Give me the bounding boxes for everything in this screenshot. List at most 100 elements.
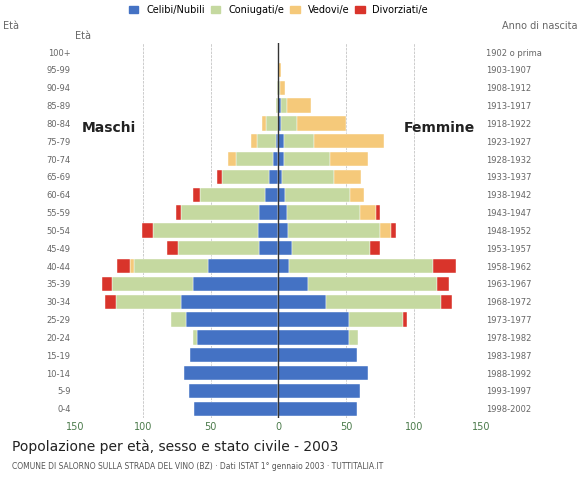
Bar	[193, 277, 278, 291]
Bar	[380, 223, 391, 238]
Bar	[262, 116, 266, 131]
Bar	[186, 312, 278, 327]
Legend: Celibi/Nubili, Coniugati/e, Vedovi/e, Divorziati/e: Celibi/Nubili, Coniugati/e, Vedovi/e, Di…	[129, 5, 428, 15]
Bar	[437, 277, 449, 291]
Bar	[278, 134, 284, 148]
Bar	[190, 348, 278, 362]
Bar	[350, 188, 364, 202]
Bar	[153, 223, 258, 238]
Bar	[278, 98, 281, 113]
Text: Popolazione per età, sesso e stato civile - 2003: Popolazione per età, sesso e stato civil…	[12, 439, 338, 454]
Bar	[229, 152, 237, 166]
Bar	[258, 223, 278, 238]
Bar	[287, 205, 360, 220]
Bar	[237, 152, 273, 166]
Bar	[278, 330, 349, 345]
Bar	[168, 241, 178, 255]
Bar	[259, 241, 278, 255]
Bar	[222, 170, 269, 184]
Bar	[176, 205, 181, 220]
Bar	[178, 241, 259, 255]
Bar	[278, 402, 357, 416]
Bar	[278, 384, 360, 398]
Bar	[433, 259, 456, 273]
Bar	[282, 170, 334, 184]
Bar	[277, 81, 278, 95]
Bar	[278, 366, 368, 380]
Bar	[326, 295, 441, 309]
Bar	[288, 223, 380, 238]
Bar	[193, 330, 197, 345]
Text: Età: Età	[3, 21, 19, 31]
Bar	[189, 384, 278, 398]
Bar	[266, 116, 278, 131]
Bar	[292, 241, 371, 255]
Text: Anno di nascita: Anno di nascita	[502, 21, 577, 31]
Bar	[371, 241, 380, 255]
Bar	[403, 312, 407, 327]
Bar	[284, 152, 330, 166]
Bar	[142, 223, 153, 238]
Bar	[112, 277, 193, 291]
Bar	[330, 152, 368, 166]
Bar	[181, 205, 259, 220]
Text: Maschi: Maschi	[82, 121, 136, 135]
Bar	[284, 134, 314, 148]
Bar	[349, 312, 403, 327]
Bar	[278, 188, 285, 202]
Bar	[278, 348, 357, 362]
Bar	[308, 277, 437, 291]
Bar	[259, 205, 278, 220]
Bar	[133, 259, 208, 273]
Bar	[278, 81, 280, 95]
Bar	[273, 152, 278, 166]
Bar	[376, 205, 380, 220]
Bar	[280, 81, 285, 95]
Bar	[278, 241, 292, 255]
Bar	[265, 188, 278, 202]
Bar	[129, 259, 133, 273]
Bar	[391, 223, 396, 238]
Bar	[278, 223, 288, 238]
Bar	[314, 134, 384, 148]
Text: Femmine: Femmine	[403, 121, 474, 135]
Bar	[200, 188, 265, 202]
Bar	[116, 295, 181, 309]
Bar	[269, 170, 278, 184]
Bar	[298, 116, 346, 131]
Bar	[334, 170, 361, 184]
Bar	[278, 116, 281, 131]
Bar	[278, 170, 282, 184]
Bar	[257, 134, 276, 148]
Bar	[181, 295, 278, 309]
Bar	[276, 134, 278, 148]
Bar	[278, 152, 284, 166]
Bar	[360, 205, 376, 220]
Bar	[193, 188, 200, 202]
Bar	[278, 205, 287, 220]
Bar	[197, 330, 278, 345]
Bar	[117, 259, 129, 273]
Bar	[441, 295, 452, 309]
Bar	[105, 295, 116, 309]
Bar	[278, 295, 326, 309]
Bar	[278, 259, 289, 273]
Bar	[349, 330, 358, 345]
Bar	[251, 134, 257, 148]
Bar	[278, 63, 281, 77]
Bar	[276, 98, 278, 113]
Bar	[172, 312, 186, 327]
Bar	[103, 277, 112, 291]
Bar	[278, 312, 349, 327]
Bar	[281, 98, 287, 113]
Text: COMUNE DI SALORNO SULLA STRADA DEL VINO (BZ) · Dati ISTAT 1° gennaio 2003 · TUTT: COMUNE DI SALORNO SULLA STRADA DEL VINO …	[12, 462, 383, 471]
Text: Età: Età	[75, 31, 92, 41]
Bar	[285, 188, 350, 202]
Bar	[289, 259, 433, 273]
Bar	[208, 259, 278, 273]
Bar	[281, 116, 298, 131]
Bar	[287, 98, 311, 113]
Bar	[278, 277, 308, 291]
Bar	[218, 170, 222, 184]
Bar	[194, 402, 278, 416]
